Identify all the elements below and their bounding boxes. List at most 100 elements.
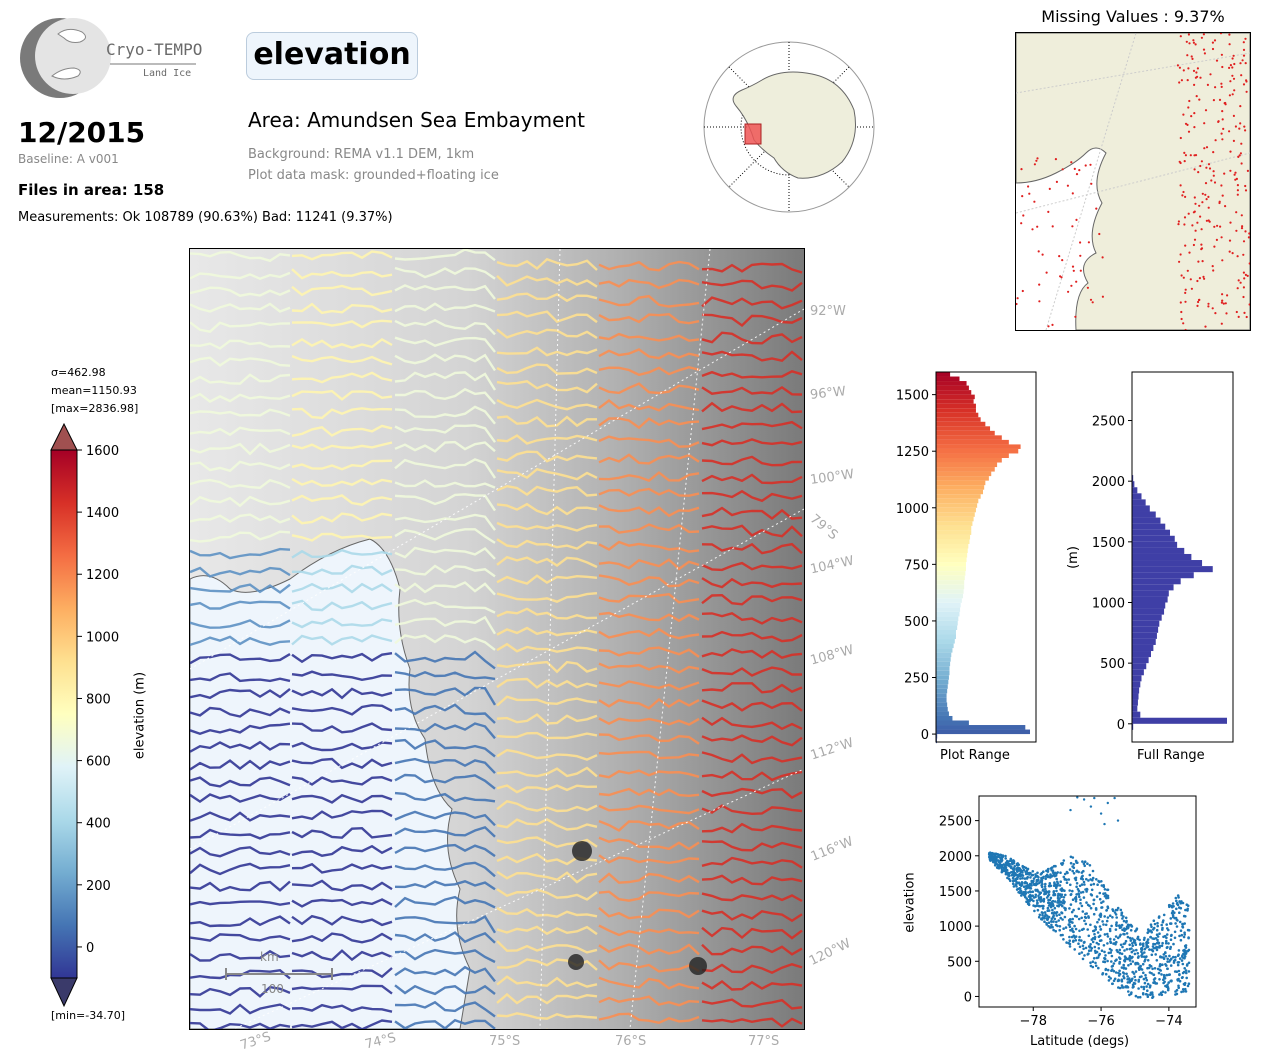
histogram-bar: [936, 652, 952, 658]
ground-track-segment: [394, 773, 496, 790]
scatter-point: [1119, 943, 1123, 947]
scatter-point: [1174, 922, 1177, 925]
scatter-point: [1178, 979, 1182, 983]
scatter-point: [1186, 984, 1190, 988]
ground-track-segment: [394, 914, 497, 934]
scatter-point: [1091, 960, 1095, 963]
scatter-point: [1089, 961, 1092, 964]
scatter-point: [1036, 908, 1040, 912]
missing-point: [1218, 98, 1222, 101]
scatter-point: [1086, 953, 1089, 956]
scatter-point: [1162, 935, 1165, 939]
scatter-point: [1061, 888, 1065, 892]
ground-track-segment: [701, 331, 803, 345]
colorbar-tick-label: 0: [86, 941, 94, 956]
missing-point: [1061, 259, 1064, 262]
lat-label-77s: 77°S: [748, 1034, 780, 1049]
scatter-point: [1184, 908, 1187, 912]
scatter-point: [1090, 888, 1094, 892]
ground-track-segment: [190, 547, 291, 560]
missing-values-title: Missing Values : 9.37%: [1041, 7, 1225, 26]
scatter-point: [1146, 931, 1149, 935]
histogram-bar: [1132, 560, 1203, 567]
missing-point: [1220, 85, 1223, 88]
histogram-bar: [1132, 584, 1174, 591]
ground-track-segment: [190, 811, 291, 822]
ground-track-segment: [496, 907, 598, 918]
ground-track-segment: [291, 1019, 393, 1029]
scatter-point: [994, 855, 997, 858]
histogram-bar: [936, 399, 974, 404]
missing-point: [1237, 315, 1240, 318]
scatter-point: [1058, 928, 1061, 932]
scatter-point: [1158, 978, 1161, 981]
ground-track-segment: [190, 740, 291, 753]
scatter-point: [1109, 937, 1112, 941]
histogram-bar: [1132, 657, 1149, 664]
missing-point: [1180, 274, 1183, 277]
scatter-xtick-label: −76: [1087, 1014, 1114, 1029]
scatter-point: [1075, 885, 1078, 889]
histogram-bar: [1132, 699, 1138, 706]
histogram-tick-label: 2500: [1092, 415, 1125, 430]
scatter-outlier: [1116, 819, 1120, 822]
histogram-bar: [936, 620, 958, 626]
scatter-point: [1126, 986, 1130, 989]
scatter-point: [1138, 966, 1142, 969]
missing-point: [1047, 210, 1050, 213]
scatter-point: [1077, 942, 1080, 945]
scatter-point: [1097, 947, 1101, 950]
scatter-point: [1133, 952, 1137, 956]
missing-point: [1245, 90, 1248, 93]
scatter-point: [1044, 887, 1047, 891]
scatter-point: [999, 859, 1002, 862]
scatter-point: [1060, 863, 1064, 866]
missing-point: [1202, 275, 1205, 278]
scatter-point: [1010, 859, 1014, 862]
missing-point: [1201, 201, 1204, 204]
scatter-point: [1077, 893, 1081, 896]
missing-point: [1177, 220, 1180, 223]
scatter-point: [1105, 919, 1109, 923]
missing-point: [1187, 130, 1191, 133]
lon-label-112w: 112°W: [808, 735, 856, 764]
scatter-point: [1088, 945, 1092, 949]
histogram-bar: [1132, 553, 1192, 561]
missing-point: [1084, 164, 1087, 167]
scatter-point: [1054, 886, 1058, 890]
ground-track-segment: [701, 296, 803, 310]
missing-point: [1242, 54, 1246, 57]
scatter-point: [1080, 904, 1084, 908]
ground-track-segment: [701, 648, 803, 660]
histogram-bar: [936, 525, 972, 531]
ground-track-segment: [598, 453, 700, 465]
ground-track-segment: [598, 504, 700, 518]
missing-point: [1248, 262, 1250, 265]
scatter-point: [1146, 989, 1149, 992]
missing-point: [1242, 253, 1245, 256]
missing-point: [1020, 168, 1023, 171]
histogram-bar: [936, 593, 964, 599]
scatter-point: [1131, 970, 1134, 974]
scatter-point: [1187, 961, 1191, 965]
scatter-point: [1122, 966, 1126, 969]
ground-track-segment: [496, 555, 598, 569]
scatter-point: [1182, 990, 1185, 993]
scatter-point: [1144, 973, 1147, 977]
scatter-point: [1174, 896, 1178, 900]
scatter-point: [1040, 880, 1043, 884]
missing-point: [1183, 151, 1186, 154]
scatter-point: [1061, 933, 1064, 937]
mask-note: Plot data mask: grounded+floating ice: [248, 168, 499, 183]
scatter-point: [1046, 917, 1050, 921]
scatter-point: [1186, 963, 1189, 966]
ground-track-segment: [701, 561, 803, 572]
scatter-point: [1122, 942, 1126, 946]
histogram-bar: [936, 589, 964, 594]
ground-track-segment: [701, 909, 803, 923]
scatter-point: [1011, 877, 1015, 880]
scatter-point: [1084, 912, 1087, 916]
scatter-point: [1100, 901, 1103, 904]
missing-point: [1241, 59, 1244, 62]
lon-label-100w: 100°W: [809, 466, 856, 489]
